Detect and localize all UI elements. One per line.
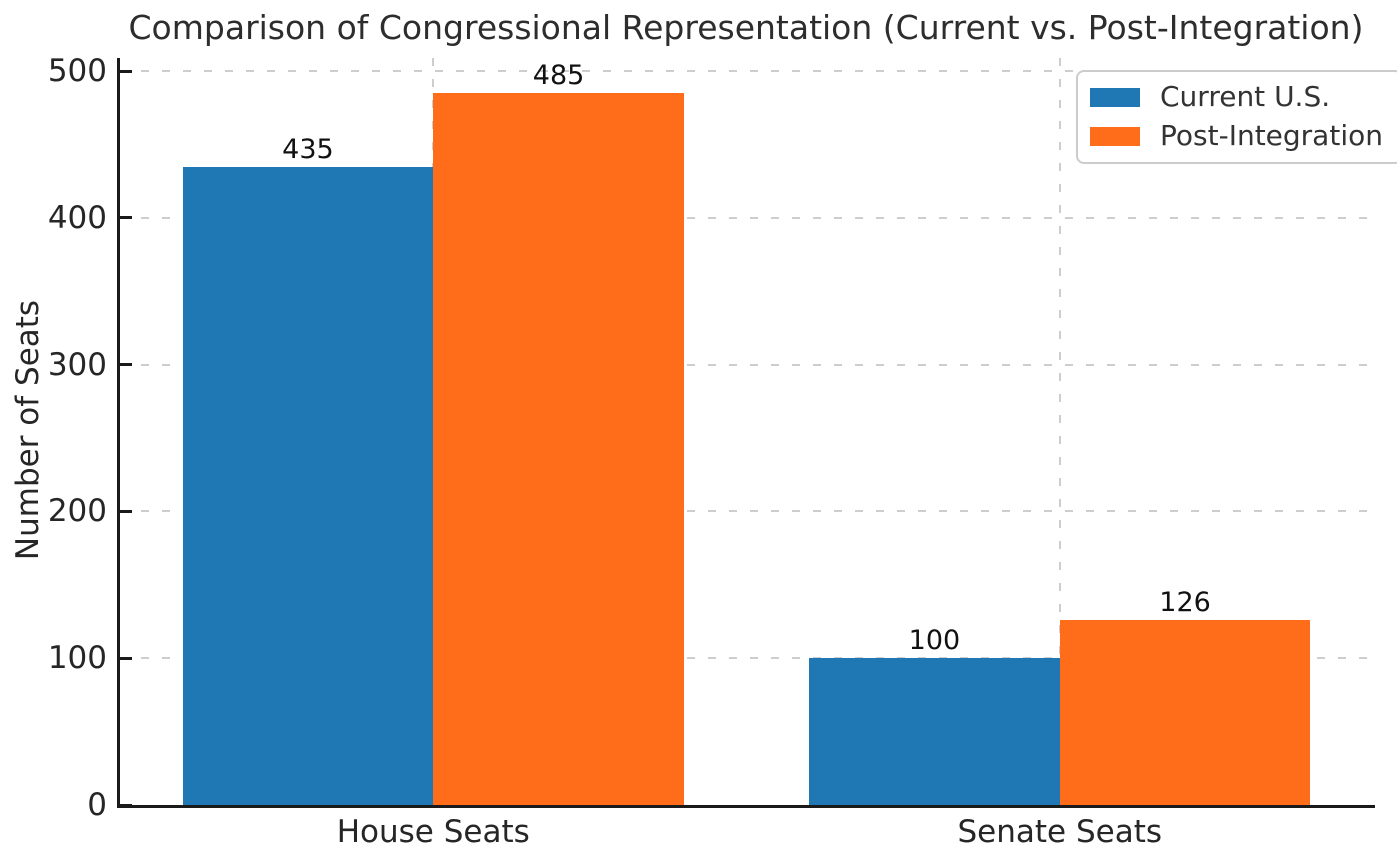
- y-tick-label: 100: [47, 640, 107, 677]
- bar-value-label: 126: [1159, 587, 1211, 619]
- bar-value-label: 100: [908, 625, 961, 657]
- legend-item-current-us: Current U.S.: [1090, 80, 1383, 113]
- bar-senate-seats-post-integration: [1059, 620, 1311, 805]
- y-tick-mark: [120, 656, 132, 660]
- y-tick-mark: [120, 69, 132, 73]
- bar-senate-seats-current-u-s: [809, 658, 1060, 805]
- y-axis-spine: [117, 58, 120, 808]
- y-gridline: [120, 510, 1373, 513]
- bar-value-label: 485: [532, 60, 585, 92]
- y-tick-mark: [120, 509, 132, 513]
- legend-swatch-post-integration: [1090, 126, 1140, 146]
- y-tick-mark: [120, 216, 132, 220]
- chart-title: Comparison of Congressional Representati…: [128, 8, 1364, 47]
- x-gridline: [1058, 58, 1061, 805]
- y-tick-mark: [120, 363, 132, 367]
- y-gridline: [120, 216, 1373, 219]
- legend-swatch-current-us: [1090, 87, 1140, 107]
- y-gridline: [120, 657, 1373, 660]
- legend-label-current-us: Current U.S.: [1160, 80, 1331, 113]
- legend-item-post-integration: Post-Integration: [1090, 119, 1383, 153]
- x-axis-spine: [117, 805, 1375, 808]
- y-tick-label: 300: [47, 346, 107, 383]
- y-gridline: [120, 363, 1373, 366]
- y-gridline: [120, 70, 1373, 73]
- bar-house-seats-current-u-s: [182, 166, 434, 805]
- y-tick-mark: [120, 803, 132, 807]
- x-tick-label-senate-seats: Senate Seats: [957, 814, 1163, 850]
- y-tick-label: 500: [47, 53, 107, 90]
- legend-label-post-integration: Post-Integration: [1160, 119, 1383, 153]
- bar-house-seats-post-integration: [433, 93, 684, 805]
- y-tick-label: 0: [87, 787, 107, 823]
- x-tick-label-house-seats: House Seats: [336, 814, 530, 850]
- bar-value-label: 435: [282, 133, 334, 165]
- y-tick-label: 400: [47, 199, 107, 236]
- y-tick-label: 200: [47, 493, 107, 530]
- legend: Current U.S. Post-Integration: [1076, 70, 1397, 165]
